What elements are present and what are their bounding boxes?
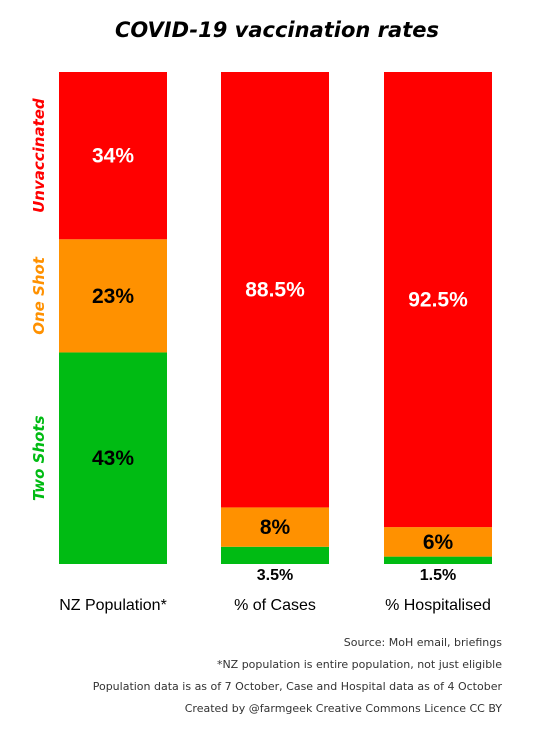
- bar-segment-one-shot-of-cases: [221, 507, 329, 547]
- bar-segment-unvaccinated-hospitalised: [384, 72, 492, 528]
- category-label-hospitalised: % Hospitalised: [385, 597, 491, 614]
- dates-note: Population data is as of 7 October, Case…: [92, 680, 502, 693]
- credit-note: Created by @farmgeek Creative Commons Li…: [184, 702, 502, 715]
- data-label-two-shots-of-cases: 3.5%: [257, 567, 293, 584]
- population-note: *NZ population is entire population, not…: [216, 658, 502, 671]
- data-label-unvaccinated-of-cases: 88.5%: [245, 279, 305, 302]
- chart-title: COVID-19 vaccination rates: [115, 18, 439, 42]
- bar-segment-two-shots-of-cases: [221, 546, 329, 564]
- bar-segment-unvaccinated-nz-population: [59, 72, 167, 240]
- bar-segment-one-shot-nz-population: [59, 239, 167, 353]
- legend-entry-two-shots: Two Shots: [30, 415, 48, 501]
- bar-segment-one-shot-hospitalised: [384, 527, 492, 557]
- data-label-two-shots-nz-population: 43%: [92, 447, 134, 470]
- data-label-unvaccinated-nz-population: 34%: [92, 145, 134, 168]
- bar-segment-unvaccinated-of-cases: [221, 72, 329, 508]
- data-label-two-shots-hospitalised: 1.5%: [420, 567, 456, 584]
- stacked-bar-chart: 43% 23% 34% NZ Population* 3.5% 8% 88.5% % of C…: [30, 72, 492, 614]
- chart-footer: Source: MoH email, briefings *NZ populat…: [93, 632, 502, 720]
- category-label-of-cases: % of Cases: [234, 597, 316, 614]
- bar-segment-two-shots-nz-population: [59, 352, 167, 564]
- data-label-one-shot-of-cases: 8%: [260, 516, 291, 539]
- legend-entry-unvaccinated: Unvaccinated: [30, 98, 48, 213]
- bar-segment-two-shots-hospitalised: [384, 556, 492, 564]
- category-label-nz-population: NZ Population*: [59, 597, 167, 614]
- data-label-one-shot-hospitalised: 6%: [423, 531, 454, 554]
- data-label-unvaccinated-hospitalised: 92.5%: [408, 289, 468, 312]
- data-label-one-shot-nz-population: 23%: [92, 285, 134, 308]
- legend-entry-one-shot: One Shot: [30, 256, 48, 335]
- source-note: Source: MoH email, briefings: [343, 636, 502, 649]
